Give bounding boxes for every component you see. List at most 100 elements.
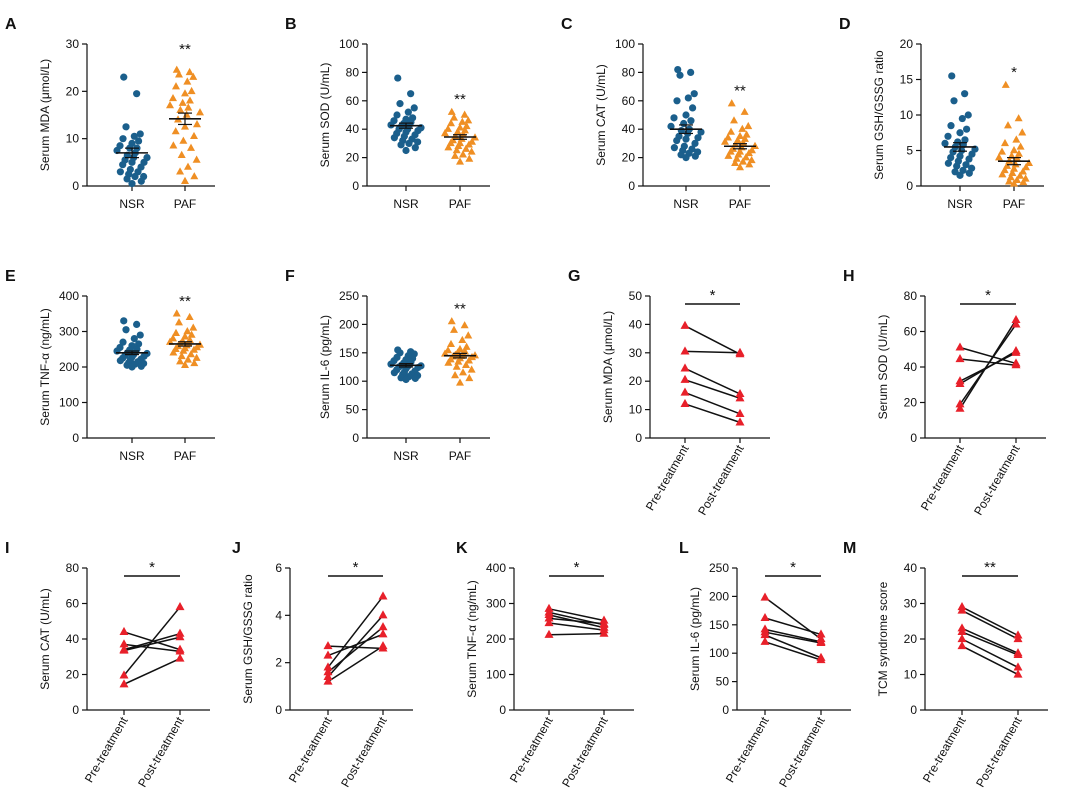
data-point-paf <box>745 148 753 157</box>
pre-treatment-point <box>119 626 129 635</box>
panel-label: B <box>285 16 297 33</box>
pair-line <box>123 643 181 653</box>
data-point-nsr <box>410 104 418 112</box>
y-tick-label: 150 <box>339 346 359 360</box>
post-treatment-point <box>378 629 388 638</box>
data-point-nsr <box>961 90 969 98</box>
post-treatment-point <box>378 641 388 650</box>
data-point-paf <box>169 93 177 102</box>
post-treatment-point <box>816 629 826 638</box>
data-point-nsr <box>691 152 699 160</box>
pre-treatment-point <box>680 363 690 372</box>
pair-line <box>764 631 822 644</box>
data-point-nsr <box>131 172 139 181</box>
data-point-paf <box>742 153 750 161</box>
pre-treatment-point <box>323 641 333 650</box>
data-point-nsr <box>128 158 136 166</box>
y-tick-label: 300 <box>59 325 79 339</box>
y-tick-label: 80 <box>904 289 918 303</box>
data-point-paf <box>181 89 189 97</box>
post-treatment-point <box>378 610 388 619</box>
pre-treatment-point <box>955 399 965 408</box>
y-tick-label: 40 <box>66 632 80 646</box>
data-point-nsr <box>404 108 412 116</box>
post-treatment-point <box>735 347 745 356</box>
pre-treatment-point <box>119 645 129 654</box>
data-point-paf <box>451 371 460 379</box>
data-point-paf <box>190 131 198 140</box>
data-point-paf <box>183 327 192 335</box>
data-point-paf <box>447 317 456 325</box>
data-point-nsr <box>390 134 398 142</box>
data-point-paf <box>995 153 1003 161</box>
data-point-paf <box>192 353 201 361</box>
data-point-paf <box>462 360 470 369</box>
data-point-nsr <box>133 90 141 98</box>
data-point-paf <box>1018 128 1027 136</box>
pair-line <box>327 614 384 678</box>
significance-marker: * <box>353 559 359 576</box>
x-tick-label: Pre-treatment <box>507 714 556 785</box>
y-tick-label: 20 <box>346 151 360 165</box>
x-tick-label: NSR <box>947 197 973 211</box>
data-point-nsr <box>964 111 972 119</box>
y-tick-label: 0 <box>635 431 642 445</box>
data-point-paf <box>176 167 185 175</box>
data-point-nsr <box>947 154 955 162</box>
pre-treatment-point <box>680 398 690 407</box>
pre-treatment-point <box>680 387 690 396</box>
x-tick-label: Pre-treatment <box>920 714 969 785</box>
y-tick-label: 400 <box>486 561 506 575</box>
pair-line <box>548 632 605 636</box>
data-point-paf <box>1019 167 1027 175</box>
post-treatment-point <box>175 653 185 662</box>
panel-g: G 0 10 20 30 40 50 Serum MDA (μmol/L) Pre-treatm… <box>568 268 770 518</box>
data-point-paf <box>462 144 470 152</box>
data-point-paf <box>181 176 189 185</box>
data-point-paf <box>458 117 467 125</box>
data-point-nsr <box>674 65 682 74</box>
panel-m: M 0 10 20 30 40 TCM syndrome score Pre-treatmen… <box>843 540 1048 790</box>
post-treatment-point <box>1013 669 1023 678</box>
y-tick-label: 50 <box>716 675 730 689</box>
data-point-nsr <box>965 155 973 163</box>
data-point-paf <box>462 342 471 350</box>
data-point-nsr <box>682 154 690 162</box>
significance-marker: ** <box>179 41 191 58</box>
pre-treatment-point <box>760 630 770 639</box>
y-tick-label: 40 <box>904 360 918 374</box>
significance-marker: * <box>574 559 580 576</box>
significance-marker: ** <box>984 559 996 576</box>
data-point-nsr <box>691 139 699 147</box>
y-tick-label: 200 <box>59 360 79 374</box>
data-point-paf <box>1004 121 1012 129</box>
post-treatment-point <box>378 591 388 600</box>
data-point-paf <box>184 355 192 363</box>
pair-line <box>684 403 741 424</box>
y-tick-label: 50 <box>629 289 643 303</box>
data-point-nsr <box>687 68 695 76</box>
panel-label: H <box>843 268 855 285</box>
y-tick-label: 5 <box>906 144 913 158</box>
y-tick-label: 4 <box>275 608 282 622</box>
y-tick-label: 0 <box>352 179 359 193</box>
pair-line <box>123 636 181 652</box>
x-tick-label: Pre-treatment <box>286 714 335 785</box>
y-axis-label: Serum IL-6 (pg/mL) <box>318 315 332 419</box>
y-tick-label: 10 <box>904 668 918 682</box>
data-point-paf <box>464 116 473 124</box>
pair-line <box>764 617 822 636</box>
post-treatment-point <box>378 622 388 631</box>
y-tick-label: 0 <box>910 431 917 445</box>
pair-line <box>961 631 1019 656</box>
data-point-paf <box>172 309 181 317</box>
data-point-paf <box>181 122 189 130</box>
data-point-paf <box>1005 156 1014 164</box>
y-tick-label: 10 <box>900 108 914 122</box>
data-point-nsr <box>670 114 678 122</box>
data-point-paf <box>465 373 474 382</box>
data-point-paf <box>724 151 733 159</box>
post-treatment-point <box>175 646 185 655</box>
pair-line <box>684 325 741 355</box>
y-tick-label: 0 <box>352 431 359 445</box>
